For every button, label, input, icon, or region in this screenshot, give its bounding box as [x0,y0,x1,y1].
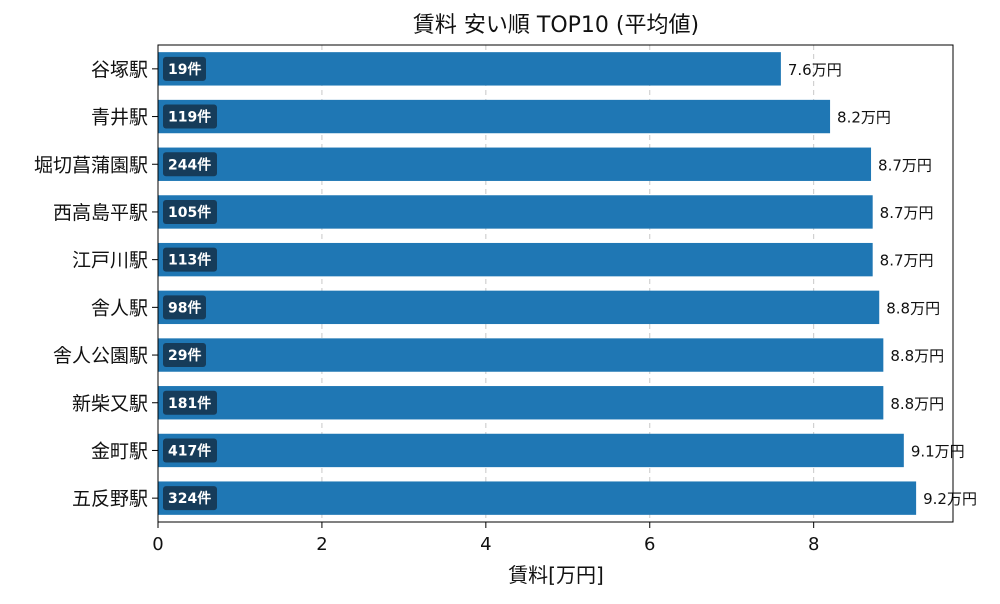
plot-frame [157,44,954,523]
value-label: 8.8万円 [890,395,944,413]
bar [158,338,884,372]
x-tick-label: 6 [644,534,655,555]
bar [158,290,880,325]
bar [158,386,884,420]
count-label: 244件 [168,156,211,173]
y-tick-label: 西高島平駅 [53,202,148,224]
count-label: 105件 [168,204,211,221]
count-badge [163,438,217,463]
y-tick-label: 五反野駅 [72,488,148,510]
value-label: 8.7万円 [880,252,934,270]
chart-title: 賃料 安い順 TOP10 (平均値) [413,13,699,38]
x-tick-label: 2 [316,534,327,555]
value-label: 8.8万円 [890,347,944,365]
count-badge [163,390,217,415]
x-tick-label: 8 [808,534,819,555]
count-label: 181件 [168,395,211,412]
count-badge [163,295,206,320]
value-label: 8.2万円 [837,109,891,127]
y-tick-label: 金町駅 [91,440,148,462]
value-label: 8.7万円 [878,156,932,174]
count-label: 98件 [168,299,201,316]
y-tick-label: 堀切菖蒲園駅 [34,154,148,176]
count-label: 113件 [168,252,211,269]
y-tick-label: 舎人駅 [91,297,148,319]
y-tick-label: 谷塚駅 [91,59,148,81]
bar [158,99,831,134]
x-tick-label: 0 [152,534,163,555]
count-badge [163,152,217,177]
x-axis: 0 2 4 6 8 [152,522,819,555]
value-label: 7.6万円 [788,61,842,79]
value-label: 8.7万円 [880,204,934,222]
bar [158,147,872,181]
count-badge [163,199,217,224]
y-tick-label: 新柴又駅 [72,393,148,415]
count-label: 29件 [168,347,201,364]
y-tick-label: 青井駅 [91,107,148,129]
bar [158,242,873,277]
value-label: 9.2万円 [923,490,977,508]
bar [158,481,917,515]
bar-labels: 7.6万円 19件 8.2万円 119件 8.7万円 244件 8.7万円 105件 8.7万円… [163,56,977,511]
bar [158,195,873,229]
count-badge [163,56,206,81]
count-label: 19件 [168,61,201,78]
count-label: 417件 [168,442,211,459]
bars [158,52,917,515]
y-tick-label: 江戸川駅 [72,250,148,272]
x-axis-title: 賃料[万円] [508,563,604,587]
bar [158,433,904,468]
bar [158,52,781,86]
count-label: 324件 [168,490,211,507]
count-badge [163,486,217,511]
count-label: 119件 [168,109,211,126]
x-tick-label: 4 [480,534,491,555]
y-tick-label: 舎人公園駅 [53,345,148,367]
value-label: 9.1万円 [911,442,965,460]
count-badge [163,247,217,272]
value-label: 8.8万円 [886,299,940,317]
count-badge [163,104,217,129]
count-badge [163,343,206,368]
